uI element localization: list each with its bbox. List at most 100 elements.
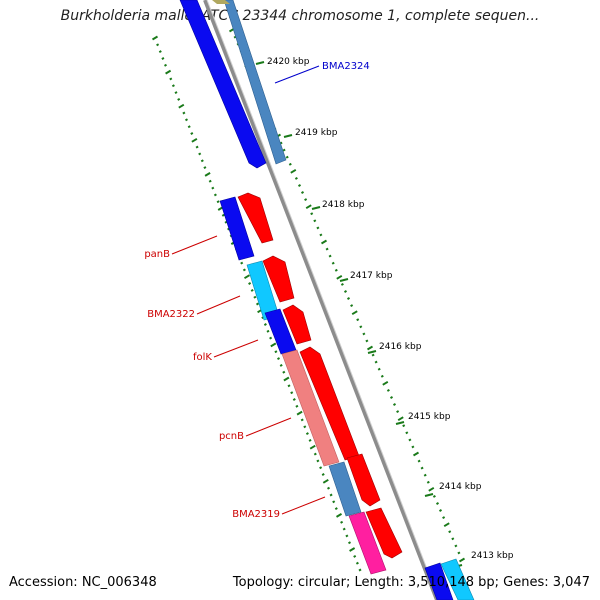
outer-tick-dot bbox=[365, 339, 369, 343]
outer-tick-dot bbox=[288, 162, 292, 166]
gene-feature-top-olive[interactable] bbox=[212, 0, 230, 4]
tick-label-2417: 2417 kbp bbox=[350, 271, 393, 281]
inner-tick-dot bbox=[269, 336, 273, 340]
outer-tick-dot bbox=[451, 537, 455, 541]
outer-tick-dot bbox=[382, 380, 389, 386]
outer-tick-dot bbox=[457, 551, 461, 555]
inner-tick-dot bbox=[161, 57, 165, 60]
tick-labels: 2420 kbp 2419 kbp 2418 kbp 2417 kbp 2416… bbox=[255, 57, 514, 568]
inner-tick-dot bbox=[274, 350, 278, 354]
outer-tick-dot bbox=[374, 360, 378, 364]
inner-tick-dot bbox=[353, 554, 357, 558]
inner-tick-dot bbox=[243, 274, 251, 280]
inner-tick-dot bbox=[347, 541, 352, 545]
inner-tick-dot bbox=[169, 77, 173, 81]
gene-feature-pcnb[interactable] bbox=[281, 349, 340, 467]
inner-tick-dot bbox=[242, 268, 246, 272]
inner-tick-dot bbox=[287, 384, 291, 388]
inner-tick-dot bbox=[319, 466, 323, 470]
inner-tick-dot bbox=[309, 444, 316, 450]
gene-label-folk[interactable]: folK bbox=[193, 352, 212, 363]
outer-tick-dot bbox=[334, 268, 338, 272]
outer-tick-dot bbox=[362, 332, 366, 336]
outer-tick-dot bbox=[420, 466, 424, 470]
inner-tick-dot bbox=[190, 132, 194, 135]
outer-tick-dot bbox=[366, 345, 374, 351]
outer-tick-dot bbox=[343, 290, 348, 293]
inner-tick-dot bbox=[250, 288, 254, 292]
outer-tick-dot bbox=[458, 557, 466, 563]
leader-panb bbox=[171, 235, 218, 255]
tick-label-2415: 2415 kbp bbox=[408, 412, 451, 422]
gene-feature-bma2324-a[interactable] bbox=[179, 0, 267, 169]
tick-label-2414: 2414 kbp bbox=[439, 482, 482, 492]
inner-tick-dot bbox=[305, 432, 309, 436]
inner-tick-dot bbox=[332, 500, 336, 504]
outer-tick-dot bbox=[320, 239, 328, 245]
inner-tick-dot bbox=[165, 69, 172, 75]
inner-tick-dot bbox=[335, 513, 343, 518]
inner-tick-dot bbox=[253, 295, 257, 299]
backbone-highlight bbox=[206, 0, 440, 600]
tick-dots-inner bbox=[151, 35, 362, 572]
inner-tick-dot bbox=[296, 410, 303, 416]
outer-tick-dot bbox=[340, 282, 344, 286]
gene-feature-panb[interactable] bbox=[219, 196, 255, 261]
outer-tick-dot bbox=[402, 424, 406, 428]
tick-label-2420: 2420 kbp bbox=[267, 57, 310, 67]
gene-label-bma2319[interactable]: BMA2319 bbox=[232, 509, 280, 520]
inner-tick-dot bbox=[292, 398, 296, 401]
backbone-line bbox=[203, 0, 439, 600]
inner-tick-dot bbox=[174, 91, 178, 95]
outer-tick-dot bbox=[417, 459, 421, 463]
inner-tick-dot bbox=[316, 459, 320, 463]
gene-feature-fwd-cyan[interactable] bbox=[440, 558, 475, 600]
tick-label-2416: 2416 kbp bbox=[379, 342, 422, 352]
outer-tick-dot bbox=[426, 480, 430, 484]
tick-mark-2419 bbox=[283, 134, 293, 138]
gene-feature-pink[interactable] bbox=[348, 511, 387, 575]
outer-tick-dot bbox=[351, 310, 358, 316]
gene-feature-fwd-3[interactable] bbox=[282, 304, 312, 345]
inner-tick-dot bbox=[303, 425, 307, 429]
outer-tick-dot bbox=[310, 212, 314, 216]
inner-tick-dot bbox=[182, 111, 186, 115]
outer-tick-dot bbox=[305, 204, 312, 210]
tick-mark-2416 bbox=[367, 350, 377, 354]
outer-tick-dot bbox=[411, 445, 415, 449]
inner-tick-dot bbox=[322, 478, 329, 484]
gene-feature-fwd-2[interactable] bbox=[262, 255, 295, 303]
outer-tick-dot bbox=[432, 494, 436, 498]
outer-tick-dot bbox=[392, 403, 397, 406]
gene-label-panb[interactable]: panB bbox=[144, 249, 170, 260]
outer-tick-dot bbox=[316, 226, 320, 230]
inner-tick-dot bbox=[308, 438, 312, 442]
outer-tick-dot bbox=[285, 155, 289, 159]
gene-feature-bma2319[interactable] bbox=[328, 461, 362, 517]
gene-feature-fwd-1[interactable] bbox=[237, 192, 274, 244]
gene-label-bma2322[interactable]: BMA2322 bbox=[147, 309, 195, 320]
inner-tick-dot bbox=[321, 473, 325, 476]
gene-feature-bma2324-b[interactable] bbox=[223, 0, 287, 165]
tick-mark-2414 bbox=[424, 493, 434, 497]
outer-tick-dot bbox=[356, 318, 360, 322]
inner-tick-dot bbox=[355, 561, 359, 565]
gene-feature-fwd-4[interactable] bbox=[299, 346, 360, 461]
inner-tick-dot bbox=[187, 125, 191, 129]
inner-tick-dot bbox=[211, 186, 215, 190]
inner-tick-dot bbox=[334, 507, 338, 511]
outer-tick-dot bbox=[397, 416, 404, 422]
gene-feature-bottom-blue[interactable] bbox=[424, 562, 454, 600]
backbone bbox=[203, 0, 440, 600]
inner-tick-dot bbox=[295, 404, 299, 408]
leader-folk bbox=[213, 339, 259, 358]
reverse-strand-features bbox=[179, 0, 454, 600]
gene-feature-fwd-6[interactable] bbox=[365, 507, 403, 559]
gene-label-pcnb[interactable]: pcnB bbox=[219, 431, 244, 442]
gene-label-bma2324[interactable]: BMA2324 bbox=[322, 61, 370, 72]
outer-tick-dot bbox=[282, 148, 286, 152]
inner-tick-dot bbox=[248, 282, 252, 285]
gene-feature-fwd-5[interactable] bbox=[346, 453, 381, 507]
tick-label-2413: 2413 kbp bbox=[471, 551, 514, 561]
